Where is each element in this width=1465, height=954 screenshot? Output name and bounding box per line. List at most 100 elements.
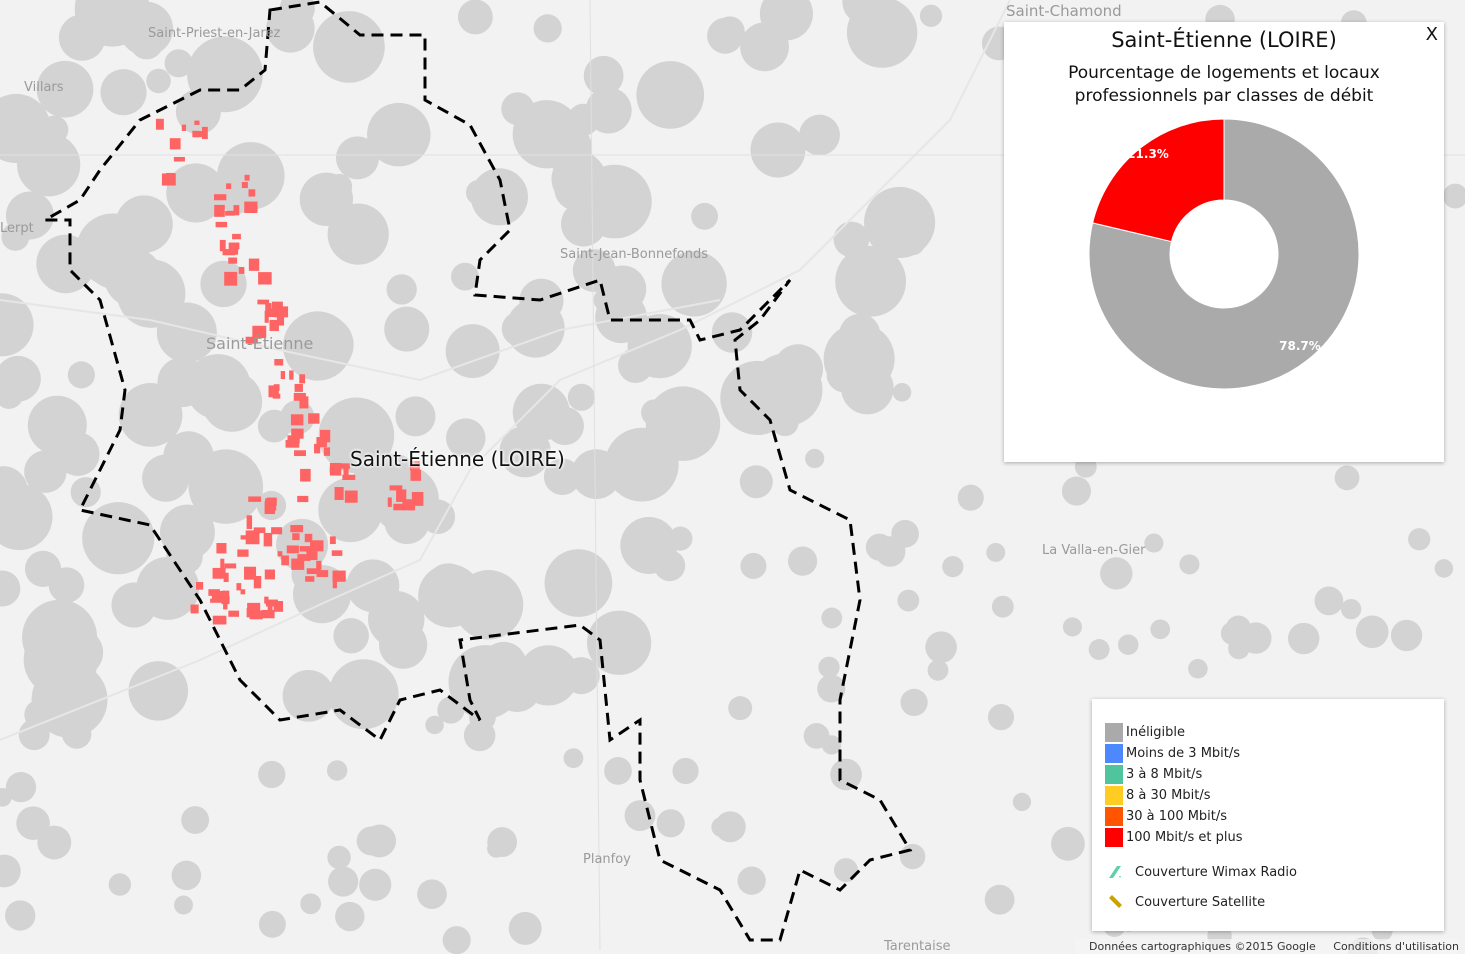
high-speed-area (166, 172, 175, 182)
high-speed-area (277, 551, 283, 557)
high-speed-area (299, 374, 306, 384)
ineligible-area (174, 895, 193, 915)
ineligible-area (821, 607, 843, 629)
ineligible-area (146, 68, 171, 94)
ineligible-area (166, 163, 226, 223)
ineligible-area (318, 477, 383, 543)
ineligible-area (668, 526, 693, 551)
legend-wimax: Couverture Wimax Radio (1107, 864, 1297, 880)
ineligible-area (562, 657, 600, 695)
ineligible-area (740, 552, 767, 579)
ineligible-area (335, 901, 365, 932)
high-speed-area (220, 558, 225, 571)
ineligible-area (326, 760, 348, 781)
ineligible-area (5, 191, 54, 240)
donut-slice[interactable] (1092, 118, 1225, 243)
high-speed-area (253, 527, 266, 534)
high-speed-area (305, 576, 315, 582)
high-speed-area (240, 535, 254, 540)
ineligible-area (115, 195, 173, 253)
ineligible-area (417, 879, 447, 909)
ineligible-area (258, 910, 286, 938)
high-speed-area (238, 266, 245, 274)
high-speed-area (306, 551, 318, 561)
place-label: Saint-Priest-en-Jarez (148, 26, 281, 41)
high-speed-area (281, 555, 289, 566)
ineligible-area (0, 93, 51, 164)
place-label: Planfoy (583, 852, 631, 867)
high-speed-area (196, 581, 204, 590)
ineligible-area (1144, 533, 1164, 553)
ineligible-area (0, 293, 34, 357)
ineligible-area (499, 425, 551, 478)
high-speed-area (193, 131, 208, 138)
high-speed-area (244, 174, 250, 181)
ineligible-area (1390, 619, 1423, 652)
high-speed-area (155, 118, 164, 130)
high-speed-area (297, 554, 311, 561)
ineligible-area (1188, 658, 1208, 679)
ineligible-area (830, 758, 862, 791)
ineligible-area (327, 173, 353, 200)
donut-slice[interactable] (1088, 118, 1360, 390)
ineligible-area (118, 383, 183, 447)
ineligible-area (181, 806, 210, 834)
high-speed-area (286, 545, 299, 554)
ineligible-area (228, 171, 267, 210)
wimax-hatch-icon (1109, 866, 1121, 878)
chart-title: Saint-Étienne (LOIRE) (1111, 28, 1337, 52)
high-speed-area (297, 495, 309, 503)
ineligible-area (1408, 528, 1431, 551)
high-speed-area (225, 210, 235, 216)
ineligible-area (707, 17, 744, 54)
ineligible-area (1442, 183, 1465, 209)
high-speed-area (223, 572, 229, 583)
ineligible-area (533, 14, 562, 43)
ineligible-area (583, 55, 624, 96)
high-speed-area (190, 604, 199, 614)
high-speed-area (276, 311, 285, 326)
high-speed-area (212, 615, 227, 625)
ineligible-area (300, 893, 322, 915)
high-speed-area (409, 461, 420, 471)
ineligible-area (543, 458, 581, 496)
chart-subtitle: Pourcentage de logements et locaux profe… (1068, 63, 1380, 106)
ineligible-area (892, 382, 912, 402)
legend-label: 30 à 100 Mbit/s (1126, 808, 1228, 824)
ineligible-area (554, 167, 597, 211)
attribution: Données cartographiques ©2015 Google (1089, 940, 1316, 953)
ineligible-area (457, 0, 493, 35)
high-speed-area (214, 204, 225, 217)
ineligible-area (258, 760, 286, 789)
ineligible-area (160, 504, 215, 560)
high-speed-area (236, 583, 242, 591)
legend-label: 100 Mbit/s et plus (1126, 829, 1243, 845)
high-speed-area (273, 384, 280, 391)
terms-link[interactable]: Conditions d'utilisation (1333, 940, 1459, 953)
high-speed-area (192, 130, 200, 138)
ineligible-area (74, 0, 150, 47)
high-speed-area (342, 474, 356, 481)
ineligible-area (156, 302, 217, 363)
high-speed-area (308, 413, 320, 424)
legend-label: Moins de 3 Mbit/s (1126, 745, 1241, 761)
ineligible-area (545, 406, 584, 446)
place-label: Saint-Chamond (1006, 2, 1122, 20)
high-speed-area (237, 549, 249, 557)
ineligible-area (821, 735, 842, 755)
high-speed-area (173, 156, 185, 162)
selected-commune-label[interactable]: Saint-Étienne (LOIRE) (350, 447, 565, 471)
high-speed-area (222, 590, 230, 600)
high-speed-area (289, 370, 294, 380)
high-speed-area (271, 527, 283, 535)
ineligible-area (833, 858, 858, 883)
high-speed-area (299, 396, 309, 409)
ineligible-area (24, 550, 62, 587)
ineligible-area (711, 817, 732, 838)
close-button[interactable]: X (1425, 24, 1438, 45)
ineligible-area (986, 542, 1006, 562)
high-speed-area (248, 496, 262, 502)
high-speed-area (294, 383, 303, 392)
high-speed-area (292, 437, 299, 444)
